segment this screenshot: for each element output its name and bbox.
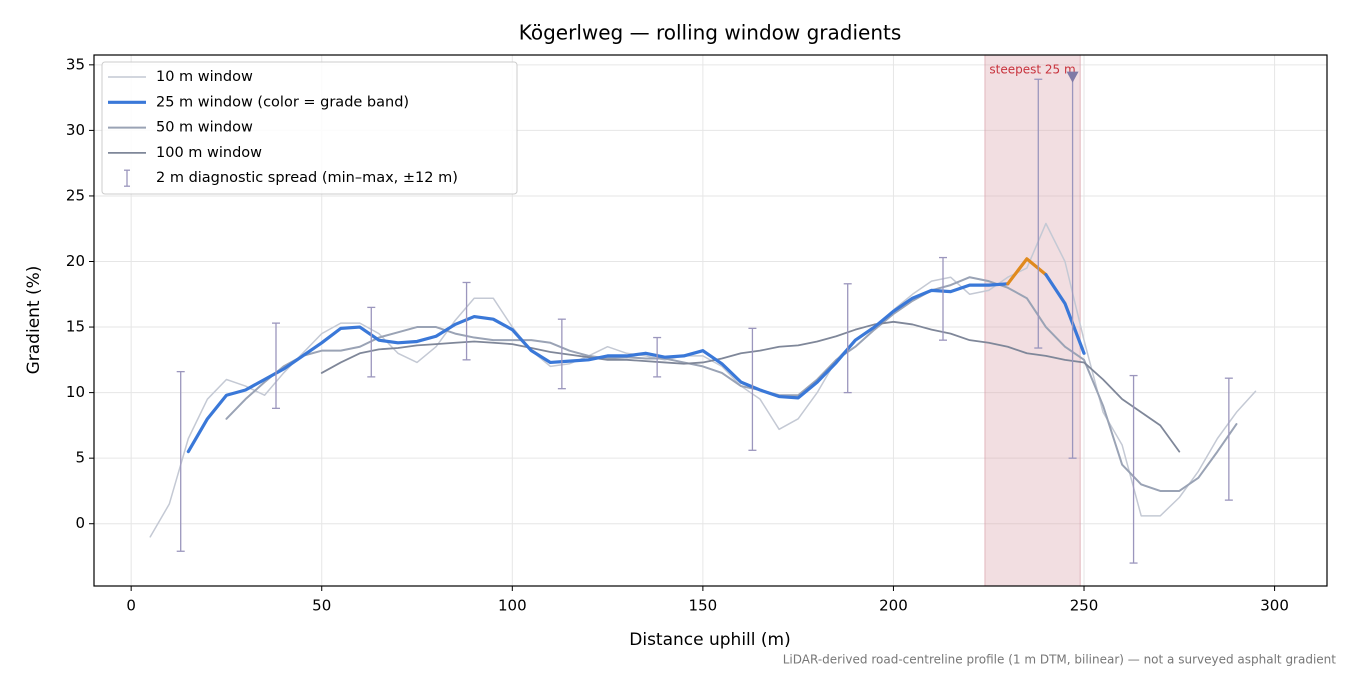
y-tick-label: 10 <box>66 383 85 401</box>
y-axis-label: Gradient (%) <box>24 266 44 375</box>
legend-label: 100 m window <box>156 145 262 161</box>
highlight-label: steepest 25 m <box>989 63 1075 77</box>
peak-marker <box>1066 71 1079 83</box>
y-tick-label: 0 <box>75 514 85 532</box>
x-tick-label: 250 <box>1070 597 1099 615</box>
x-tick-label: 150 <box>689 597 718 615</box>
footnote: LiDAR-derived road-centreline profile (1… <box>783 653 1337 667</box>
x-tick-label: 100 <box>498 597 527 615</box>
plot-frame <box>93 54 1328 587</box>
series-line <box>1044 273 1086 355</box>
y-tick-label: 25 <box>66 186 85 204</box>
legend-label: 50 m window <box>156 120 253 136</box>
legend-label: 10 m window <box>156 69 253 85</box>
legend: 10 m window 25 m window (color = grade ba… <box>101 61 518 195</box>
series-line <box>1006 257 1048 286</box>
series-line <box>149 222 1257 538</box>
x-tick-label: 0 <box>126 597 136 615</box>
series-line <box>225 276 1238 492</box>
y-tick-label: 5 <box>75 449 85 467</box>
legend-box <box>101 61 518 195</box>
legend-label: 2 m diagnostic spread (min–max, ±12 m) <box>156 170 458 186</box>
series-line <box>320 320 1181 453</box>
highlight-band <box>984 54 1081 587</box>
x-tick-label: 300 <box>1260 597 1289 615</box>
legend-label: 25 m window (color = grade band) <box>156 94 409 110</box>
chart-title: Kögerlweg — rolling window gradients <box>519 21 902 45</box>
y-tick-label: 35 <box>66 55 85 73</box>
series-line <box>186 282 1010 454</box>
x-tick-label: 50 <box>312 597 331 615</box>
y-tick-label: 20 <box>66 252 85 270</box>
x-axis-label: Distance uphill (m) <box>629 630 790 650</box>
y-tick-label: 15 <box>66 318 85 336</box>
x-tick-label: 200 <box>879 597 908 615</box>
y-tick-label: 30 <box>66 121 85 139</box>
